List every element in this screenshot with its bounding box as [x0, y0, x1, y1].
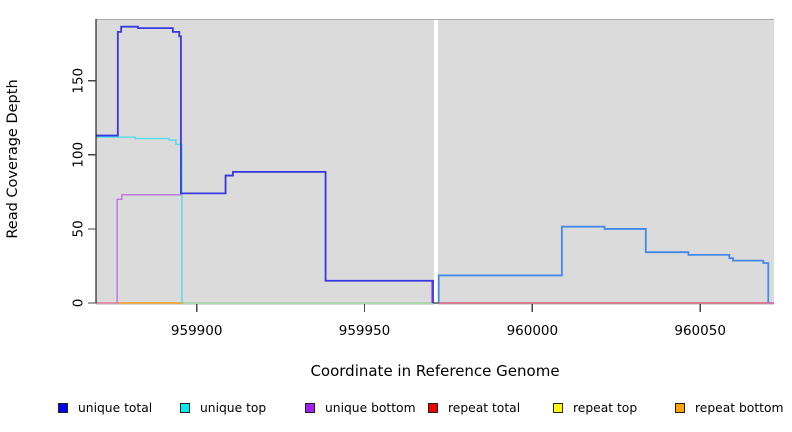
- legend-label: repeat bottom: [695, 401, 784, 415]
- legend-item-repeat-top: repeat top: [553, 399, 637, 417]
- legend-item-repeat-total: repeat total: [428, 399, 520, 417]
- x-tick-label: 959950: [339, 323, 391, 339]
- legend-swatch-icon: [58, 403, 68, 413]
- coverage-gap-band: [433, 19, 439, 305]
- y-tick-label: 0: [71, 299, 87, 308]
- legend-swatch-icon: [428, 403, 438, 413]
- legend-item-unique-bottom: unique bottom: [305, 399, 416, 417]
- series-unique-top: [96, 136, 183, 303]
- coverage-plot-canvas: 0 50 100 150 959900 959950 960000 960050: [71, 19, 774, 339]
- x-tick-label: 960000: [507, 323, 559, 339]
- y-tick-label: 50: [71, 220, 87, 237]
- x-tick-label: 960050: [674, 323, 726, 339]
- legend-label: unique bottom: [325, 401, 416, 415]
- x-tick-label: 959900: [171, 323, 223, 339]
- legend-item-unique-top: unique top: [180, 399, 266, 417]
- legend-swatch-icon: [180, 403, 190, 413]
- series-unique-total-left: [96, 25, 434, 303]
- legend-item-unique-total: unique total: [58, 399, 152, 417]
- y-tick-label: 150: [71, 68, 87, 94]
- legend-swatch-icon: [675, 403, 685, 413]
- legend-swatch-icon: [553, 403, 563, 413]
- x-axis-title: Coordinate in Reference Genome: [310, 362, 560, 380]
- legend: unique total unique top unique bottom repea…: [0, 399, 792, 423]
- legend-swatch-icon: [305, 403, 315, 413]
- legend-label: repeat top: [573, 401, 638, 415]
- legend-label: unique total: [78, 401, 153, 415]
- legend-item-repeat-bottom: repeat bottom: [675, 399, 783, 417]
- y-tick-label: 100: [71, 142, 87, 168]
- legend-label: unique top: [200, 401, 267, 415]
- series-unique-total-right: [437, 225, 770, 303]
- legend-label: repeat total: [448, 401, 521, 415]
